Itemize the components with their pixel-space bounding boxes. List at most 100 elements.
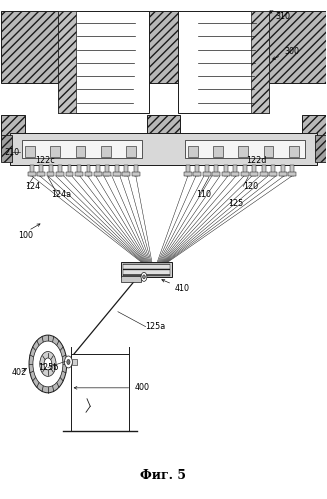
Bar xyxy=(290,165,294,176)
Bar xyxy=(288,172,296,176)
Bar xyxy=(37,172,45,176)
Bar xyxy=(104,172,111,176)
Bar xyxy=(121,276,141,282)
Bar xyxy=(96,165,100,176)
Text: 122d: 122d xyxy=(246,156,266,166)
Text: 125a: 125a xyxy=(146,322,166,331)
Bar xyxy=(56,172,64,176)
Text: 120: 120 xyxy=(243,182,258,191)
Bar xyxy=(178,10,269,113)
Bar xyxy=(232,172,239,176)
Bar xyxy=(147,115,180,153)
Bar xyxy=(315,135,326,162)
Bar xyxy=(238,146,248,157)
Bar xyxy=(1,135,12,162)
Bar xyxy=(188,146,198,157)
Bar xyxy=(194,172,201,176)
Bar xyxy=(132,172,140,176)
Bar xyxy=(50,146,60,157)
Circle shape xyxy=(64,356,72,368)
Bar xyxy=(87,165,90,176)
Bar xyxy=(250,172,258,176)
Bar xyxy=(49,165,53,176)
Bar xyxy=(271,165,275,176)
Bar xyxy=(1,10,58,83)
Text: 310: 310 xyxy=(270,11,291,21)
Bar xyxy=(124,165,128,176)
Text: 210: 210 xyxy=(4,148,19,157)
Bar xyxy=(215,165,218,176)
Text: 125: 125 xyxy=(229,199,244,208)
Text: 122c: 122c xyxy=(35,156,55,166)
Bar xyxy=(126,146,136,157)
Bar xyxy=(205,165,209,176)
Text: 124: 124 xyxy=(25,182,40,191)
Text: 410: 410 xyxy=(162,279,190,293)
Circle shape xyxy=(29,335,67,393)
Bar xyxy=(121,262,172,277)
Text: 300: 300 xyxy=(272,47,299,59)
Text: 124a: 124a xyxy=(51,190,71,199)
Bar xyxy=(224,165,228,176)
Bar xyxy=(58,10,149,113)
Bar xyxy=(47,172,55,176)
Bar xyxy=(28,172,36,176)
Bar xyxy=(184,172,192,176)
Circle shape xyxy=(141,272,147,281)
Bar xyxy=(94,172,102,176)
Bar xyxy=(77,165,81,176)
Bar xyxy=(75,172,83,176)
Bar xyxy=(281,165,284,176)
Bar xyxy=(203,172,211,176)
Text: 100: 100 xyxy=(19,231,34,240)
Bar xyxy=(185,140,305,159)
Bar xyxy=(25,146,35,157)
Bar xyxy=(269,10,326,83)
Bar xyxy=(241,172,249,176)
Bar xyxy=(134,165,138,176)
Bar xyxy=(123,264,170,276)
Bar xyxy=(10,133,317,165)
Bar xyxy=(39,165,43,176)
Bar xyxy=(213,172,220,176)
Bar xyxy=(66,172,74,176)
Bar xyxy=(262,165,266,176)
Bar xyxy=(279,172,286,176)
Bar xyxy=(101,146,111,157)
Text: Фиг. 5: Фиг. 5 xyxy=(141,470,186,483)
Bar xyxy=(122,172,130,176)
Bar xyxy=(264,146,273,157)
Bar xyxy=(76,146,85,157)
Circle shape xyxy=(33,341,63,387)
Bar xyxy=(68,165,72,176)
Bar xyxy=(196,165,199,176)
Text: 402: 402 xyxy=(12,368,27,377)
Text: 125b: 125b xyxy=(38,363,59,372)
Circle shape xyxy=(67,359,70,364)
Bar xyxy=(72,359,77,365)
Circle shape xyxy=(143,275,145,279)
Bar xyxy=(186,165,190,176)
Circle shape xyxy=(44,358,52,370)
Bar xyxy=(243,165,247,176)
Text: 110: 110 xyxy=(196,190,211,199)
Bar xyxy=(251,10,269,113)
Bar xyxy=(213,146,223,157)
Text: 400: 400 xyxy=(74,383,149,392)
Bar xyxy=(105,165,109,176)
Bar xyxy=(85,172,92,176)
Bar xyxy=(71,354,129,431)
Bar xyxy=(1,115,25,153)
Circle shape xyxy=(40,351,56,376)
Bar xyxy=(22,140,142,159)
Bar xyxy=(113,172,121,176)
Bar xyxy=(260,172,267,176)
Bar xyxy=(289,146,299,157)
Bar xyxy=(222,172,230,176)
Bar xyxy=(58,10,76,113)
Bar xyxy=(302,115,326,153)
Bar xyxy=(115,165,119,176)
Bar xyxy=(233,165,237,176)
Bar xyxy=(252,165,256,176)
Bar xyxy=(269,172,277,176)
